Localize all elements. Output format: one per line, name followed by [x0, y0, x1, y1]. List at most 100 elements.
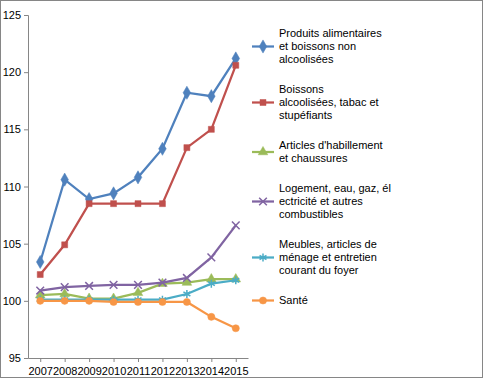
y-tick-label: 110: [3, 181, 21, 193]
legend-item: Santé: [252, 294, 308, 306]
series-marker: [111, 201, 117, 207]
legend-item: Articles d'habillementet chaussures: [252, 139, 383, 164]
legend-label: Boissonsalcoolisées, tabac etstupéfiants: [279, 83, 379, 121]
series-marker: [61, 283, 69, 291]
series-marker: [232, 325, 239, 332]
series-marker: [62, 242, 68, 248]
legend-label: Meubles, articles deménage et entretienc…: [279, 238, 377, 276]
x-tick-label: 2009: [77, 365, 101, 377]
y-tick: 125: [3, 9, 28, 21]
series-marker: [61, 297, 68, 304]
x-axis: 200720082009201020112012201320142015: [28, 358, 248, 377]
legend-item: Logement, eau, gaz, électricité et autre…: [252, 182, 391, 220]
series-marker: [183, 274, 191, 282]
series-marker: [61, 296, 68, 304]
x-tick: 2011: [127, 358, 151, 377]
x-tick-label: 2007: [28, 365, 52, 377]
series-marker: [134, 171, 142, 184]
y-tick: 110: [3, 181, 28, 193]
legend-marker: [260, 253, 267, 261]
series-marker: [86, 297, 93, 304]
legend-label-line: stupéfiants: [279, 109, 333, 121]
x-tick: 2010: [102, 358, 126, 377]
legend-label-line: Santé: [279, 294, 308, 306]
series-line: [40, 58, 236, 262]
legend-marker: [259, 40, 267, 53]
legend-marker: [259, 198, 267, 206]
series-marker: [208, 280, 215, 288]
series-marker: [86, 296, 93, 304]
x-tick-label: 2010: [102, 365, 126, 377]
series-marker: [208, 254, 216, 262]
x-tick-label: 2014: [200, 365, 224, 377]
series-marker: [110, 187, 118, 200]
series-marker: [37, 296, 44, 304]
x-tick: 2007: [28, 358, 52, 377]
series-line: [40, 65, 236, 274]
y-tick: 95: [9, 352, 28, 364]
plot-area: [35, 52, 240, 332]
series-marker: [36, 287, 44, 295]
series-marker: [208, 90, 216, 103]
series-marker: [37, 272, 43, 278]
legend-label-line: ménage et entretien: [279, 251, 377, 263]
y-tick-mark: [24, 358, 28, 359]
y-tick-mark: [24, 15, 28, 16]
series-marker: [110, 298, 117, 305]
legend-marker: [260, 100, 266, 106]
x-tick-mark: [89, 358, 90, 362]
y-tick-mark: [24, 244, 28, 245]
x-tick-mark: [114, 358, 115, 362]
series-marker: [184, 145, 190, 151]
series-marker: [183, 86, 191, 99]
y-axis-line: [24, 16, 29, 359]
x-tick: 2009: [77, 358, 101, 377]
x-tick-mark: [40, 358, 41, 362]
x-tick-label: 2013: [175, 365, 199, 377]
y-tick-mark: [24, 129, 28, 130]
legend-label: Produits alimentaireset boissons nonalco…: [279, 27, 382, 65]
x-tick-label: 2008: [53, 365, 77, 377]
series-marker: [61, 173, 69, 186]
x-tick-mark: [162, 358, 163, 362]
series-marker: [208, 126, 214, 132]
x-tick-mark: [236, 358, 237, 362]
series-marker: [183, 298, 190, 305]
legend: Produits alimentaireset boissons nonalco…: [252, 27, 391, 306]
series-line: [40, 225, 236, 290]
y-tick-label: 125: [3, 9, 21, 21]
y-tick-label: 115: [3, 123, 21, 135]
y-tick-label: 95: [9, 352, 21, 364]
legend-item: Meubles, articles deménage et entretienc…: [252, 238, 377, 276]
legend-label-line: et chaussures: [279, 152, 348, 164]
series-marker: [36, 255, 44, 268]
x-tick-mark: [65, 358, 66, 362]
legend-label-line: alcoolisées: [279, 53, 334, 65]
series-marker: [86, 201, 92, 207]
series-marker: [135, 201, 141, 207]
y-tick: 105: [3, 238, 28, 250]
y-tick: 100: [3, 295, 28, 307]
series-marker: [232, 222, 240, 230]
series-marker: [134, 298, 141, 305]
y-tick: 115: [3, 123, 28, 135]
legend-label-line: ectricité et autres: [279, 195, 363, 207]
series-marker: [134, 281, 142, 289]
legend-label-line: et boissons non: [279, 40, 356, 52]
legend-label: Santé: [279, 294, 308, 306]
x-tick-mark: [138, 358, 139, 362]
legend-label-line: Produits alimentaires: [279, 27, 382, 39]
x-tick-label: 2012: [151, 365, 175, 377]
y-tick-mark: [24, 72, 28, 73]
legend-label-line: Meubles, articles de: [279, 238, 377, 250]
y-tick: 120: [3, 66, 28, 78]
series-marker: [208, 313, 215, 320]
series-marker: [232, 276, 239, 284]
legend-label-line: combustibles: [279, 208, 344, 220]
x-tick-label: 2011: [127, 365, 151, 377]
series-marker: [233, 62, 239, 68]
x-tick: 2008: [53, 358, 77, 377]
legend-label-line: alcoolisées, tabac et: [279, 96, 379, 108]
series-marker: [37, 297, 44, 304]
y-tick-label: 120: [3, 66, 21, 78]
